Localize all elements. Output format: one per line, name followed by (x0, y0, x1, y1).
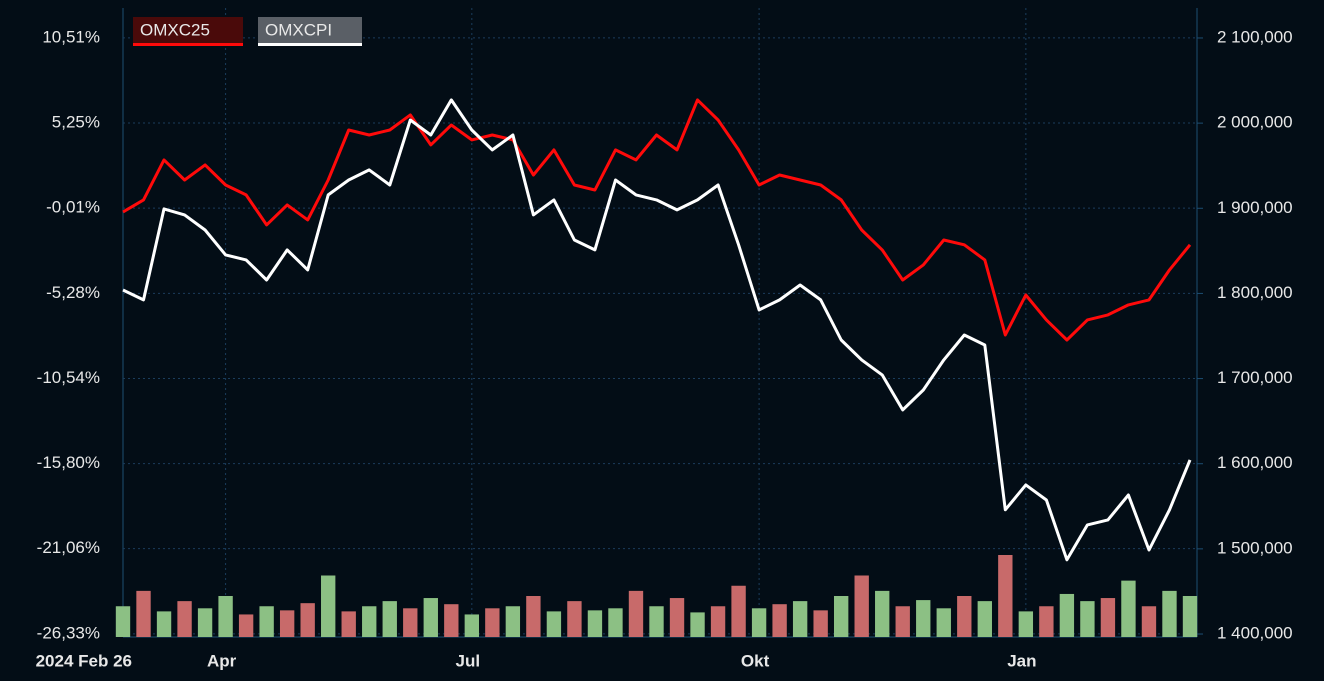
y2-tick-label: 2 000,000 (1217, 113, 1293, 132)
volume-bar (977, 601, 992, 637)
volume-bar (1018, 611, 1034, 637)
series-line (122, 98, 1192, 342)
volume-bar (751, 608, 767, 637)
y2-tick-label: 1 800,000 (1217, 283, 1293, 302)
x-tick-label: Okt (741, 651, 770, 670)
volume-bar (1182, 596, 1198, 637)
volume-bar (1080, 601, 1095, 637)
volume-bar (177, 601, 192, 637)
y-tick-label: -21,06% (37, 538, 100, 557)
volume-bar (259, 606, 274, 637)
series-line (122, 98, 1192, 562)
volume-bar (526, 596, 541, 637)
volume-bar (156, 611, 172, 637)
volume-bar (115, 606, 131, 637)
volume-bar (403, 608, 418, 637)
volume-bar (1100, 598, 1116, 637)
volume-bar (875, 590, 890, 637)
volume-bar (998, 555, 1013, 637)
volume-bar (792, 601, 808, 637)
grid (123, 8, 1197, 637)
volume-bar (833, 596, 849, 637)
volume-bar (1162, 590, 1177, 637)
volume-bar (628, 590, 644, 637)
y2-tick-label: 1 500,000 (1217, 538, 1293, 557)
volume-bar (218, 596, 233, 637)
legend-underline (258, 43, 362, 46)
volume-bar (546, 611, 562, 637)
volume-bar (321, 575, 336, 637)
volume-bar (587, 610, 603, 637)
volume-bar (567, 601, 582, 637)
y2-tick-label: 1 900,000 (1217, 198, 1293, 217)
y-tick-label: -26,33% (37, 623, 100, 642)
volume-bar (382, 601, 397, 637)
volume-bar (444, 604, 459, 637)
legend-box[interactable] (258, 17, 362, 45)
volume-bar (895, 606, 910, 637)
volume-bar (916, 600, 931, 637)
volume-bar (238, 614, 254, 637)
volume-bar (957, 596, 972, 637)
volume-bar (813, 610, 828, 637)
x-tick-label: 2024 Feb 26 (36, 651, 132, 670)
volume-bar (300, 603, 315, 637)
y-tick-label: -10,54% (37, 368, 100, 387)
legend: OMXC25 OMXCPI (133, 17, 362, 46)
volume-bar (197, 608, 213, 637)
volume-bar (341, 611, 356, 637)
y-tick-label: 5,25% (52, 113, 100, 132)
volume-bar (1059, 593, 1075, 637)
volume-bar (362, 606, 377, 637)
volume-bar (710, 606, 726, 637)
volume-bar (854, 575, 869, 637)
x-tick-label: Apr (207, 651, 237, 670)
volume-bar (669, 598, 685, 637)
volume-bar (505, 606, 521, 637)
volume-bar (731, 585, 746, 637)
volume-bar (1039, 606, 1054, 637)
y2-tick-label: 1 400,000 (1217, 624, 1293, 643)
volume-bar (136, 590, 151, 637)
volume-bar (423, 598, 438, 637)
y2-tick-label: 2 100,000 (1217, 27, 1293, 46)
volume-bar (464, 614, 480, 637)
y-tick-label: -5,28% (46, 283, 100, 302)
volume-bar (608, 608, 623, 637)
volume-bar (936, 608, 951, 637)
volume-bar (690, 612, 705, 637)
y2-tick-label: 1 600,000 (1217, 453, 1293, 472)
y-tick-label: -15,80% (37, 453, 100, 472)
legend-label[interactable]: OMXCPI (265, 20, 332, 39)
volume-bar (1141, 606, 1157, 637)
y-tick-label: -0,01% (46, 198, 100, 217)
legend-label[interactable]: OMXC25 (140, 20, 210, 39)
volume-bar (485, 608, 500, 637)
x-tick-label: Jan (1007, 651, 1036, 670)
volume-bar (1121, 580, 1136, 637)
legend-box[interactable] (133, 17, 243, 45)
x-tick-label: Jul (456, 651, 481, 670)
volume-bar (772, 604, 787, 637)
y-tick-label: 10,51% (42, 27, 100, 46)
legend-underline (133, 43, 243, 46)
y2-tick-label: 1 700,000 (1217, 368, 1293, 387)
volume-bar (279, 610, 295, 637)
volume-bar (649, 606, 664, 637)
